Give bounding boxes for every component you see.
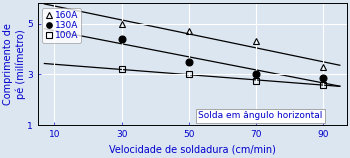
- X-axis label: Velocidade de soldadura (cm/min): Velocidade de soldadura (cm/min): [108, 145, 275, 155]
- Y-axis label: Comprimento de
pé (milímetro): Comprimento de pé (milímetro): [4, 23, 26, 105]
- Text: Solda em ângulo horizontal: Solda em ângulo horizontal: [198, 111, 323, 120]
- Legend: 160A, 130A, 100A: 160A, 130A, 100A: [42, 8, 81, 43]
